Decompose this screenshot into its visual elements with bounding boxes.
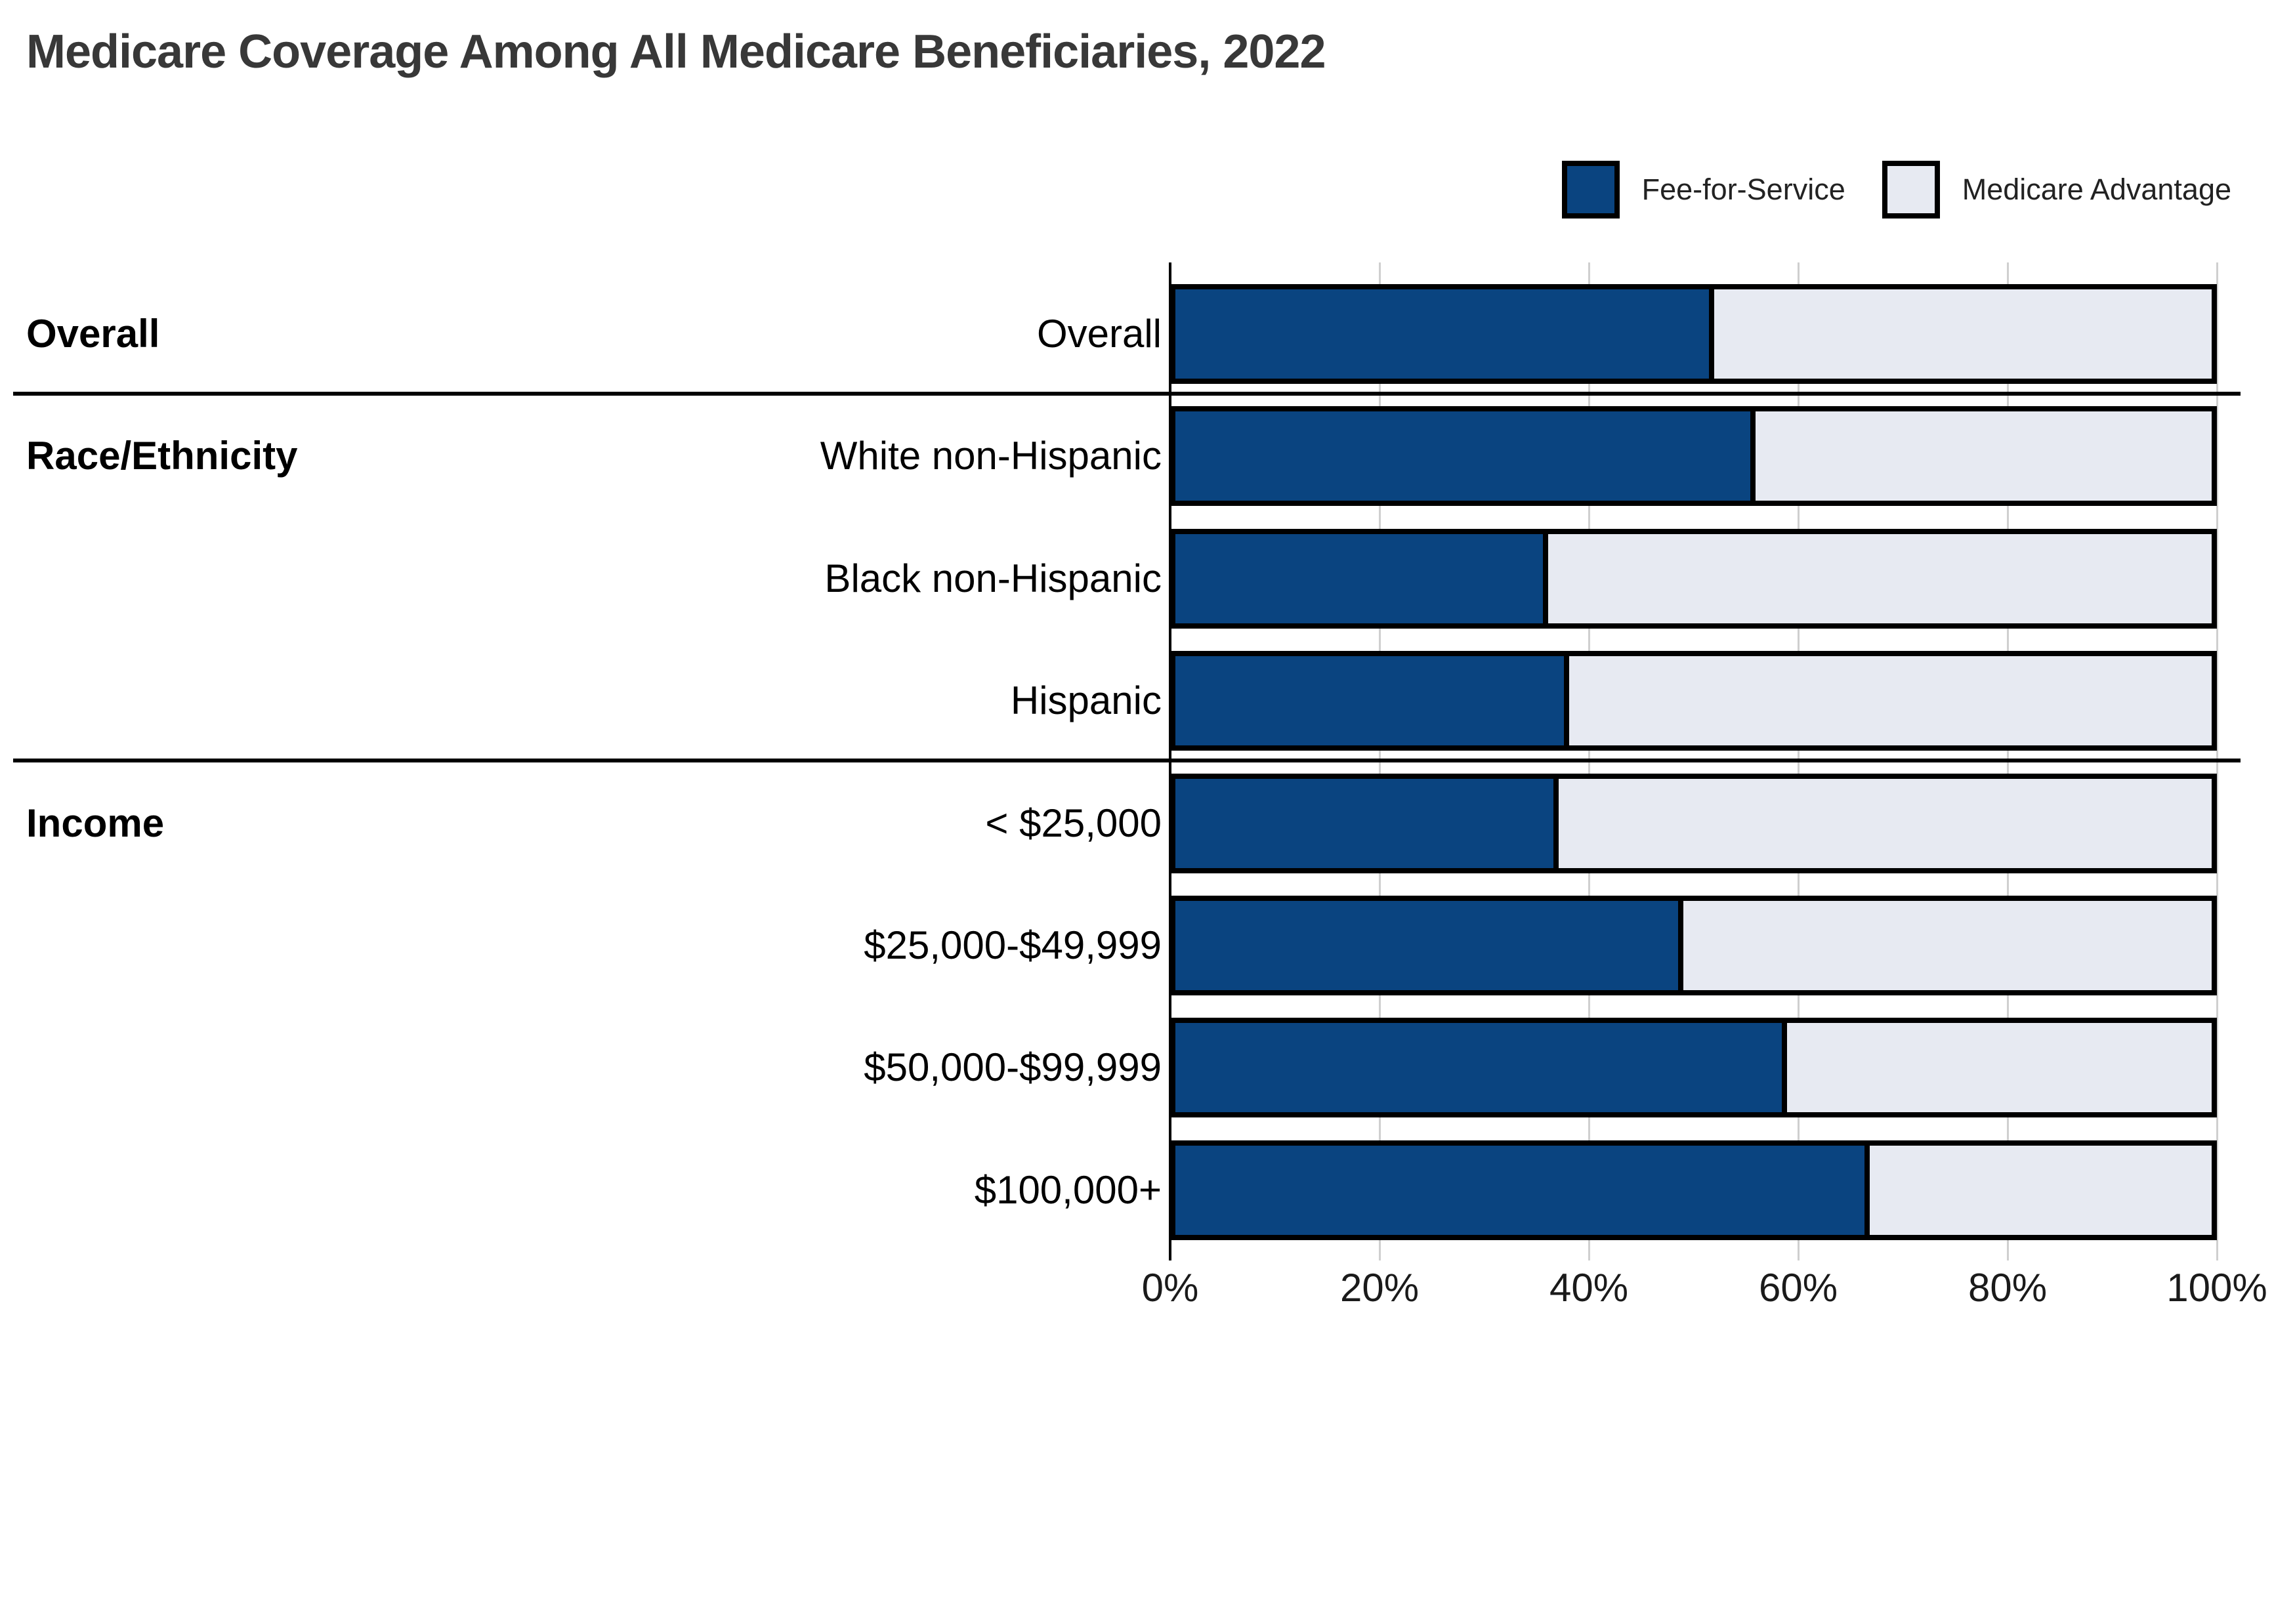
category-label: $25,000-$49,999 (864, 923, 1162, 967)
bar-row (1170, 1018, 2217, 1118)
bar-segment-fee-for-service (1175, 1145, 1870, 1235)
bar-segment-medicare-advantage (1559, 778, 2212, 868)
chart-title: Medicare Coverage Among All Medicare Ben… (26, 26, 1326, 78)
bar-segment-medicare-advantage (1683, 901, 2212, 990)
bar-segment-medicare-advantage (1756, 411, 2212, 501)
bar-segment-fee-for-service (1175, 778, 1559, 868)
category-label: $50,000-$99,999 (864, 1045, 1162, 1090)
category-label: Hispanic (1010, 678, 1162, 723)
legend-label-medicare-advantage: Medicare Advantage (1962, 173, 2231, 206)
bar-segment-fee-for-service (1175, 289, 1715, 379)
category-label: < $25,000 (985, 801, 1162, 845)
legend-swatch-medicare-advantage (1882, 161, 1940, 219)
section-header-0: Overall (26, 312, 160, 356)
bar-row (1170, 284, 2217, 384)
x-tick-label-100%: 100% (2166, 1266, 2267, 1310)
bar-segment-medicare-advantage (1786, 1023, 2212, 1113)
section-header-1: Race/Ethnicity (26, 434, 298, 478)
x-tick-label-60%: 60% (1758, 1266, 1838, 1310)
x-tick-label-40%: 40% (1549, 1266, 1629, 1310)
x-tick-label-80%: 80% (1968, 1266, 2048, 1310)
bar-segment-medicare-advantage (1569, 656, 2212, 746)
bar-segment-fee-for-service (1175, 533, 1549, 623)
bar-row (1170, 1140, 2217, 1240)
bar-segment-fee-for-service (1175, 411, 1756, 501)
legend-item-fee-for-service: Fee-for-Service (1561, 161, 1845, 219)
category-label: Overall (1036, 312, 1162, 356)
bar-segment-medicare-advantage (1548, 533, 2212, 623)
bar-segment-medicare-advantage (1869, 1145, 2212, 1235)
bar-row (1170, 896, 2217, 995)
section-header-2: Income (26, 801, 165, 845)
legend-item-medicare-advantage: Medicare Advantage (1882, 161, 2231, 219)
bar-row (1170, 406, 2217, 507)
bar-segment-fee-for-service (1175, 656, 1570, 746)
bar-segment-fee-for-service (1175, 1023, 1787, 1113)
bar-segment-medicare-advantage (1714, 289, 2212, 379)
legend-swatch-fee-for-service (1561, 161, 1620, 219)
x-tick-label-0%: 0% (1141, 1266, 1199, 1310)
legend: Fee-for-Service Medicare Advantage (1561, 161, 2231, 219)
bar-row (1170, 773, 2217, 873)
section-divider (13, 392, 2241, 396)
category-label: White non-Hispanic (820, 434, 1162, 478)
legend-label-fee-for-service: Fee-for-Service (1641, 173, 1845, 206)
category-label: $100,000+ (974, 1167, 1162, 1212)
section-divider (13, 759, 2241, 763)
category-label: Black non-Hispanic (824, 556, 1162, 600)
bar-row (1170, 651, 2217, 751)
x-tick-label-20%: 20% (1339, 1266, 1420, 1310)
bar-row (1170, 528, 2217, 629)
bar-segment-fee-for-service (1175, 901, 1683, 990)
